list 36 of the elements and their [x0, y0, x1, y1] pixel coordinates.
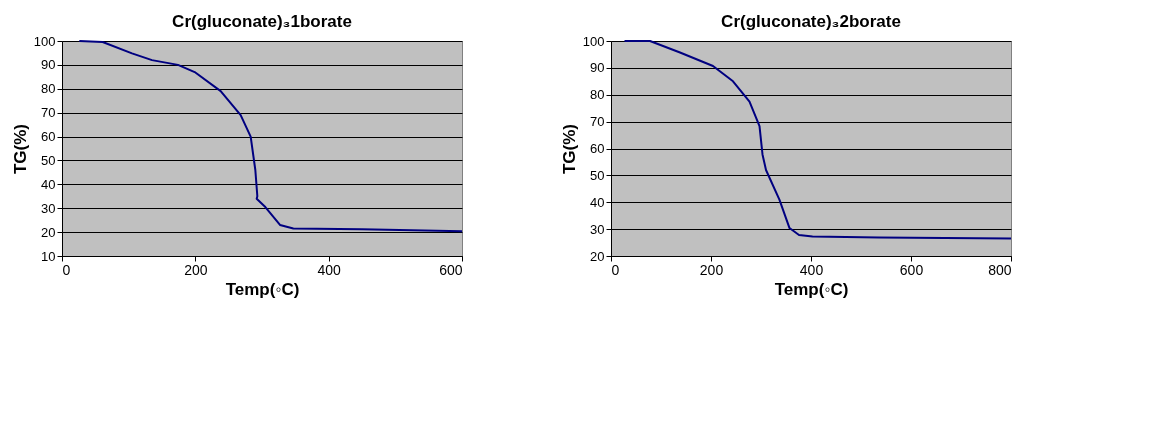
- x-tick-label: 200: [184, 261, 208, 278]
- x-tick-label: 800: [988, 261, 1012, 278]
- y-tick-label: 40: [41, 176, 56, 192]
- x-axis-title: Temp(◦C): [225, 279, 300, 299]
- x-axis-title: Temp(◦C): [774, 279, 849, 299]
- y-tick-label: 10: [41, 248, 56, 264]
- y-tick-label: 80: [590, 87, 605, 103]
- x-tick-label: 0: [62, 261, 71, 278]
- y-tick-label: 100: [582, 33, 605, 49]
- y-tick-label: 90: [41, 57, 56, 73]
- y-tick-label: 30: [590, 221, 605, 237]
- y-tick-label: 50: [590, 167, 605, 183]
- chart-title: Cr(gluconate)₃1borate: [172, 12, 352, 31]
- line-series: [78, 40, 463, 233]
- y-axis-title: TG(%): [559, 123, 579, 175]
- y-tick-label: 20: [590, 248, 605, 264]
- y-tick-label: 30: [41, 200, 56, 216]
- y-tick-label: 100: [33, 33, 56, 49]
- x-tick-label: 400: [317, 261, 342, 278]
- x-tick-label: 600: [899, 261, 924, 278]
- y-tick-label: 70: [590, 114, 605, 130]
- chart-title: Cr(gluconate)₃2borate: [721, 12, 901, 31]
- y-tick-label: 90: [590, 60, 605, 76]
- line-series: [623, 40, 1012, 240]
- y-tick-label: 60: [41, 129, 56, 145]
- x-tick-label: 200: [699, 261, 724, 278]
- x-tick-label: 600: [439, 261, 463, 278]
- y-tick-label: 60: [590, 141, 605, 156]
- y-axis-title: TG(%): [10, 123, 30, 175]
- y-tick-label: 50: [41, 152, 56, 168]
- y-tick-label: 40: [590, 194, 605, 210]
- y-tick-label: 80: [41, 81, 56, 97]
- x-tick-label: 400: [799, 261, 824, 278]
- y-tick-label: 70: [41, 105, 56, 121]
- y-tick-label: 20: [41, 224, 56, 240]
- x-tick-label: 0: [611, 261, 620, 278]
